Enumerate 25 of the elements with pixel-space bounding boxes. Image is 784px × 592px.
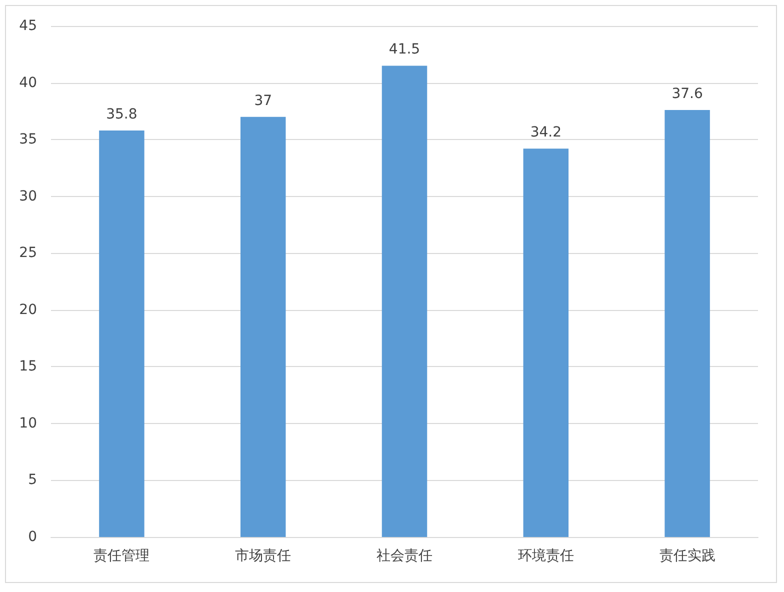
x-tick-label: 市场责任 <box>235 548 292 564</box>
bar <box>99 130 144 537</box>
x-tick-label: 社会责任 <box>376 548 432 564</box>
bar <box>664 110 710 537</box>
data-label: 35.8 <box>106 106 138 122</box>
y-tick-label: 25 <box>19 245 37 262</box>
y-tick-label: 10 <box>19 415 37 432</box>
x-tick-label: 环境责任 <box>518 548 574 564</box>
y-tick-label: 35 <box>19 132 37 148</box>
x-tick-label: 责任实践 <box>659 548 716 564</box>
data-label: 41.5 <box>388 42 420 58</box>
bar <box>240 116 286 537</box>
y-tick-label: 45 <box>19 18 37 34</box>
data-label: 34.2 <box>530 124 562 141</box>
y-tick-label: 30 <box>19 188 37 204</box>
y-tick-label: 15 <box>19 358 37 375</box>
data-label: 37.6 <box>672 86 703 102</box>
bar <box>523 148 569 537</box>
y-tick-label: 5 <box>28 472 37 488</box>
y-tick-label: 20 <box>19 302 37 318</box>
data-label: 37 <box>254 92 272 109</box>
bar <box>382 66 428 537</box>
x-tick-label: 责任管理 <box>94 548 150 564</box>
y-tick-label: 40 <box>19 74 37 91</box>
y-tick-label: 0 <box>28 529 37 545</box>
